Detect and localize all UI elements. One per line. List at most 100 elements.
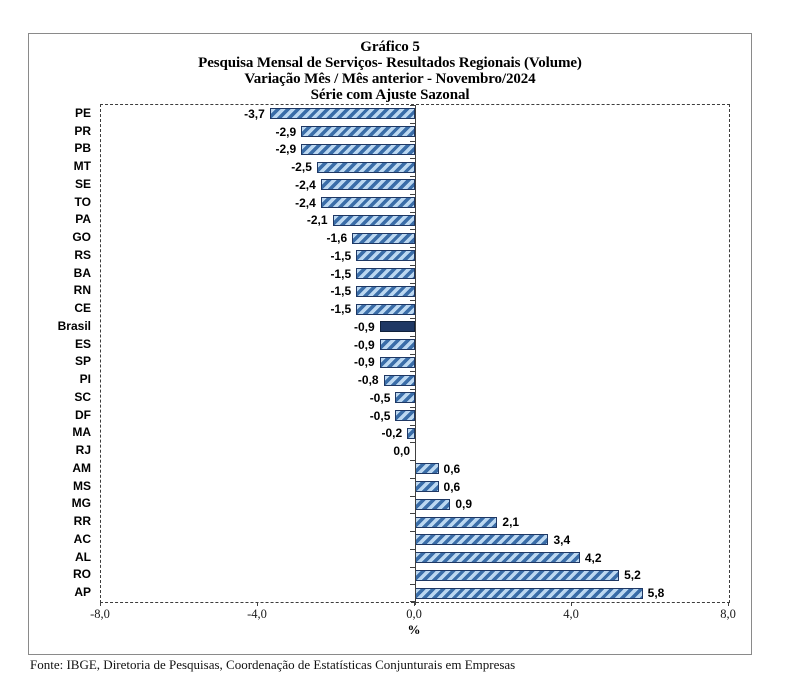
category-label-PR: PR	[74, 123, 91, 138]
category-label-SP: SP	[74, 354, 91, 369]
category-label-PI: PI	[79, 372, 91, 387]
value-label-SE: -2,4	[295, 177, 316, 192]
x-tick-label--4,0: -4,0	[247, 607, 267, 621]
category-axis-tick	[410, 335, 415, 337]
category-axis-tick	[410, 300, 415, 302]
bar-MT	[316, 161, 415, 173]
value-label-ES: -0,9	[353, 337, 375, 352]
bar-RO	[415, 569, 620, 581]
category-axis-tick	[410, 318, 415, 319]
category-label-CE: CE	[74, 301, 91, 316]
bar-ES	[379, 339, 415, 351]
category-label-AP: AP	[74, 585, 91, 600]
value-label-BA: -1,5	[330, 266, 352, 281]
bar-AP	[415, 587, 643, 599]
category-label-RO: RO	[73, 567, 91, 582]
category-axis-tick	[410, 264, 415, 266]
category-axis-tick	[410, 460, 415, 461]
value-label-MS: 0,6	[443, 479, 461, 494]
bar-SP	[379, 356, 415, 368]
bar-AC	[415, 534, 549, 546]
category-axis-tick	[410, 353, 415, 355]
value-label-AC: 3,4	[553, 532, 571, 547]
bar-AL	[415, 552, 580, 564]
value-label-AM: 0,6	[443, 461, 461, 476]
category-axis-tick	[410, 548, 415, 550]
category-label-Brasil: Brasil	[57, 318, 91, 333]
value-label-SP: -0,9	[353, 355, 375, 370]
chart-frame: Gráfico 5 Pesquisa Mensal de Serviços- R…	[28, 33, 752, 655]
category-label-MG: MG	[71, 496, 91, 511]
bar-Brasil	[379, 321, 415, 333]
value-label-RO: 5,2	[624, 568, 641, 583]
category-label-GO: GO	[72, 230, 91, 245]
category-label-AL: AL	[75, 549, 91, 564]
category-axis-tick	[410, 193, 415, 195]
value-label-PR: -2,9	[275, 124, 297, 139]
x-axis-tick-mark	[100, 602, 101, 606]
category-label-RS: RS	[74, 247, 91, 262]
chart-title: Gráfico 5	[360, 39, 420, 55]
bar-BA	[356, 268, 415, 280]
bar-PR	[301, 126, 415, 138]
value-label-MA: -0,2	[381, 426, 403, 441]
bar-MS	[415, 481, 439, 493]
value-label-PE: -3,7	[244, 106, 265, 121]
bar-PB	[301, 143, 415, 155]
x-axis-tick-mark	[414, 602, 415, 606]
category-axis-tick	[410, 140, 415, 142]
category-label-MA: MA	[72, 425, 91, 440]
value-label-Brasil: -0,9	[353, 319, 375, 334]
category-axis-tick	[410, 442, 415, 444]
category-label-TO: TO	[74, 194, 91, 209]
y-axis-category-labels: PE PR PB MT SE TO PA GO RS BA RN CE Brasil ES SP PI SC DF…	[29, 104, 91, 601]
chart-title-block: Gráfico 5 Pesquisa Mensal de Serviços- R…	[29, 39, 751, 103]
bar-RR	[415, 516, 498, 528]
bar-CE	[356, 303, 415, 315]
category-axis-tick	[410, 406, 415, 408]
value-label-GO: -1,6	[326, 231, 348, 246]
value-label-RR: 2,1	[502, 515, 520, 530]
category-label-RR: RR	[73, 514, 91, 529]
category-axis-tick	[410, 424, 415, 426]
chart-subtitle-3: Série com Ajuste Sazonal	[310, 87, 470, 103]
bar-MG	[415, 498, 451, 510]
value-label-RN: -1,5	[330, 284, 352, 299]
category-label-SE: SE	[74, 176, 91, 191]
bar-SE	[320, 179, 415, 191]
category-label-MT: MT	[73, 159, 91, 174]
category-label-PA: PA	[75, 212, 91, 227]
x-axis-title: %	[407, 622, 421, 637]
category-label-MS: MS	[73, 478, 91, 493]
bar-SC	[395, 392, 415, 404]
category-axis-tick	[410, 158, 415, 160]
value-label-CE: -1,5	[330, 302, 352, 317]
category-label-PB: PB	[74, 141, 91, 156]
x-tick-label-0,0: 0,0	[406, 607, 422, 621]
value-label-TO: -2,4	[295, 195, 316, 210]
x-axis-tick-mark	[728, 602, 729, 606]
category-label-RJ: RJ	[75, 443, 91, 458]
bar-MA	[407, 427, 415, 439]
x-tick-label-8,0: 8,0	[720, 607, 736, 621]
category-label-AC: AC	[73, 531, 91, 546]
category-axis-tick	[410, 371, 415, 373]
x-tick-label--8,0: -8,0	[90, 607, 110, 621]
category-axis-tick	[410, 584, 415, 586]
category-axis-tick	[410, 105, 415, 106]
x-axis-tick-mark	[257, 602, 258, 606]
zero-axis-line	[414, 105, 416, 605]
category-axis-tick	[410, 495, 415, 497]
x-tick-label-4,0: 4,0	[563, 607, 579, 621]
x-axis-tick-mark	[571, 602, 572, 606]
category-axis-tick	[410, 247, 415, 248]
value-label-MG: 0,9	[455, 497, 472, 512]
category-label-ES: ES	[74, 336, 91, 351]
category-axis-tick	[410, 531, 415, 532]
value-label-PI: -0,8	[357, 373, 379, 388]
value-label-AL: 4,2	[584, 550, 602, 565]
value-label-SC: -0,5	[369, 390, 391, 405]
category-label-PE: PE	[74, 105, 91, 120]
category-axis-tick	[410, 477, 415, 479]
category-label-BA: BA	[73, 265, 91, 280]
